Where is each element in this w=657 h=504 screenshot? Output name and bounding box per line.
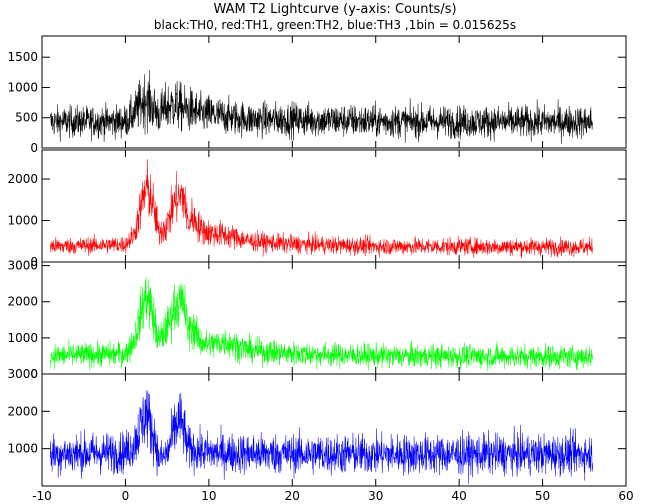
chart-subtitle: black:TH0, red:TH1, green:TH2, blue:TH3 … bbox=[154, 18, 516, 32]
x-axis: -10 0 10 20 30 40 50 60 bbox=[32, 489, 633, 503]
x-tick-label: 50 bbox=[535, 489, 550, 503]
y-tick-label: 500 bbox=[15, 111, 38, 125]
x-tick-label: 30 bbox=[368, 489, 383, 503]
panel-th2: 0 1000 2000 3000 bbox=[7, 259, 627, 381]
series-line-th3 bbox=[50, 390, 593, 485]
y-tick-label: 0 bbox=[30, 141, 38, 155]
y-tick-label: 1000 bbox=[7, 80, 38, 94]
x-tick-label: 10 bbox=[201, 489, 216, 503]
y-tick-label: 0 bbox=[30, 367, 38, 381]
x-tick-label: 20 bbox=[285, 489, 300, 503]
panel-frame bbox=[41, 35, 627, 149]
x-tick-label: 40 bbox=[452, 489, 467, 503]
series-line-th1 bbox=[50, 159, 593, 259]
y-tick-label: 1500 bbox=[7, 50, 38, 64]
y-tick-label: 1000 bbox=[7, 214, 38, 228]
y-tick-label: 2000 bbox=[7, 404, 38, 418]
panels-group: 0 500 1000 1500 0 1000 2000 0 1000 2000 3000 1000 20… bbox=[7, 35, 627, 487]
panel-th0: 0 500 1000 1500 bbox=[7, 35, 627, 155]
x-tick-label: -10 bbox=[32, 489, 52, 503]
series-line-th0 bbox=[50, 70, 593, 144]
y-tick-label: 1000 bbox=[7, 442, 38, 456]
x-tick-label: 0 bbox=[122, 489, 130, 503]
x-tick-label: 60 bbox=[618, 489, 633, 503]
chart-title: WAM T2 Lightcurve (y-axis: Counts/s) bbox=[213, 2, 456, 17]
y-tick-label: 3000 bbox=[7, 367, 38, 381]
y-tick-label: 0 bbox=[30, 255, 38, 269]
panel-th3: 1000 2000 3000 bbox=[7, 367, 627, 487]
y-tick-label: 2000 bbox=[7, 172, 38, 186]
y-tick-label: 2000 bbox=[7, 295, 38, 309]
y-tick-label: 1000 bbox=[7, 331, 38, 345]
panel-th1: 0 1000 2000 bbox=[7, 149, 627, 269]
series-line-th2 bbox=[50, 277, 593, 371]
y-tick-label: 3000 bbox=[7, 259, 38, 273]
panel-frame bbox=[41, 373, 627, 487]
